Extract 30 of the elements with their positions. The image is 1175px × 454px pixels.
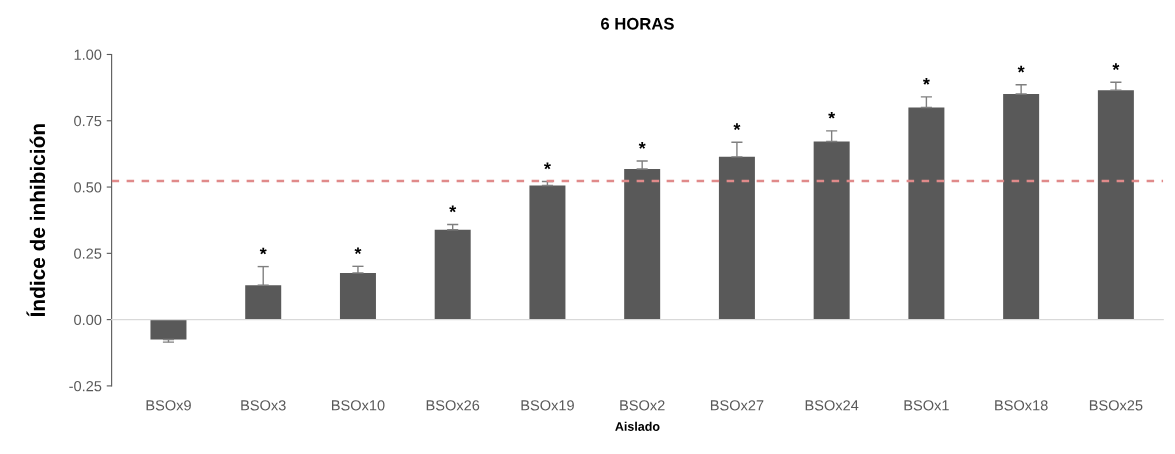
x-tick-label: BSOx25 <box>1089 400 1143 411</box>
y-tick-label: 0.00 <box>74 314 102 326</box>
y-tick-label: 1.00 <box>74 49 102 60</box>
x-tick-label: BSOx26 <box>426 400 480 411</box>
annotation: * <box>922 77 930 85</box>
x-tick-label: BSOx18 <box>995 400 1048 411</box>
x-tick-label: BSOx1 <box>904 400 949 411</box>
x-tick-label: BSOx10 <box>331 400 385 411</box>
annotation: * <box>828 111 836 119</box>
annotation: * <box>259 247 267 255</box>
annotation: * <box>733 123 741 131</box>
annotation: * <box>638 142 646 149</box>
annotation: * <box>543 162 551 170</box>
x-tick-label: BSOx2 <box>620 400 665 411</box>
x-axis-title: Aislado <box>615 421 660 431</box>
annotation: * <box>1112 63 1120 71</box>
x-tick-label: BSOx3 <box>241 400 286 411</box>
y-tick-label: 0.50 <box>74 182 102 193</box>
annotation: * <box>449 205 457 213</box>
y-tick-label: 0.75 <box>74 115 102 127</box>
y-axis-title: Índice de inhibición <box>26 124 46 317</box>
annotation: * <box>354 247 362 255</box>
y-tick-label: -0.25 <box>69 381 102 392</box>
y-tick-label: 0.25 <box>74 248 102 259</box>
x-tick-label: BSOx19 <box>521 400 574 411</box>
x-tick-label: BSOx9 <box>146 400 191 411</box>
x-tick-label: BSOx24 <box>805 400 859 411</box>
chart-title: 6 HORAS <box>601 17 674 30</box>
x-tick-label: BSOx27 <box>710 400 764 411</box>
annotation: * <box>1017 65 1025 73</box>
